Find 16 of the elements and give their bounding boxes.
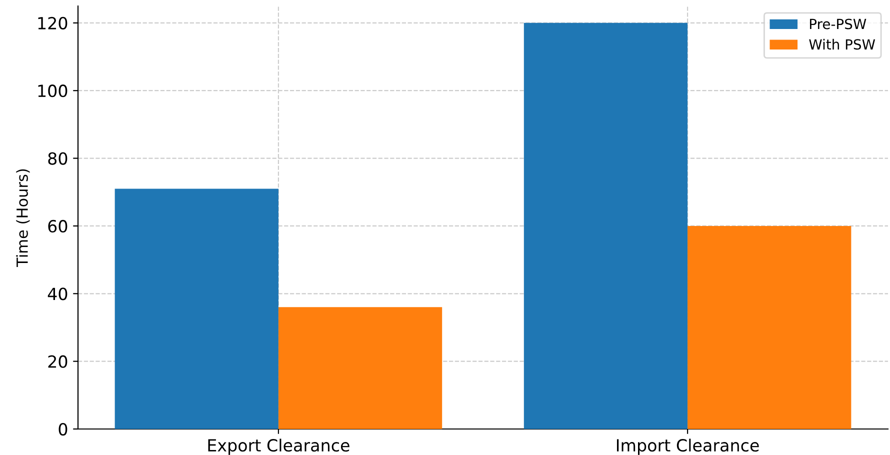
y-tick-label: 60	[48, 220, 68, 233]
y-tick-label: 40	[48, 288, 68, 300]
y-tick-label: 0	[58, 422, 68, 436]
bar	[688, 226, 852, 429]
y-tick-label: 80	[48, 152, 68, 165]
y-tick-label: 20	[48, 355, 68, 368]
x-tick-label: Import Clearance	[616, 438, 759, 455]
bar	[278, 307, 442, 429]
y-tick-label: 120	[38, 16, 68, 30]
bar	[114, 188, 278, 429]
legend-label: With PSW	[809, 38, 876, 50]
bar	[524, 22, 688, 429]
y-axis-title: Time (Hours)	[16, 169, 30, 268]
x-tick-label: Export Clearance	[208, 438, 350, 455]
y-tick-label: 100	[38, 84, 68, 98]
legend-label: Pre-PSW	[810, 18, 866, 30]
